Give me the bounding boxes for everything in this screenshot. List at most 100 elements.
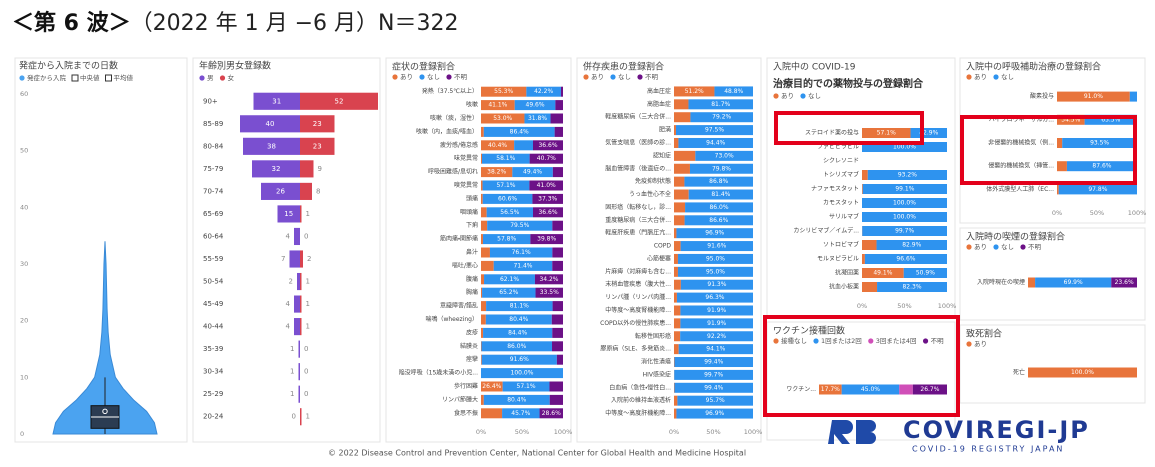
bar [253, 92, 300, 110]
bar-segment [483, 394, 550, 405]
bar-segment [1028, 277, 1036, 288]
value-label: 100.0% [1071, 369, 1094, 376]
bar-segment [877, 282, 947, 292]
value-label: 79.2% [712, 114, 731, 121]
bar-segment [486, 207, 533, 218]
category-label: COPD以外の慢性肺疾患... [600, 319, 671, 327]
legend-label: 1回または2回 [821, 337, 862, 345]
x-tick-label: 0% [669, 428, 679, 436]
bar-segment [676, 408, 753, 419]
bar-segment [674, 266, 678, 277]
bar-segment [481, 301, 487, 312]
logo-name: COVIREGI-JP [903, 416, 1090, 444]
value-label: 55.3% [494, 88, 513, 95]
value-label: 97.5% [705, 127, 724, 134]
value-label: 23.6% [1115, 279, 1134, 286]
value-label: 81.4% [711, 191, 730, 198]
legend-swatch [219, 75, 226, 81]
category-label: モルヌピラビル [817, 255, 859, 263]
y-tick-label: 50 [20, 147, 28, 155]
legend-label: なし [808, 92, 821, 100]
y-tick-label: 30 [20, 260, 28, 268]
bar-segment [550, 113, 563, 124]
bar-segment [862, 198, 947, 208]
value-label: 65.2% [499, 289, 518, 296]
bar-segment [482, 193, 533, 204]
bar [300, 250, 303, 268]
value-label: 96.9% [705, 410, 724, 417]
value-label: 99.1% [895, 186, 914, 193]
category-label: 喘鳴（wheezing） [425, 315, 478, 323]
legend-label: なし [1001, 243, 1014, 251]
bar-segment [678, 137, 753, 148]
bar-segment [688, 99, 753, 110]
legend-swatch [993, 244, 999, 250]
bar-segment [481, 247, 490, 258]
value-label: 45.0% [861, 386, 880, 393]
category-label: 皮疹 [466, 328, 478, 336]
value-label: 92.2% [707, 333, 726, 340]
bar-segment [674, 395, 678, 406]
legend-swatch [105, 74, 112, 82]
value-label: 40.7% [537, 155, 556, 162]
legend-label: 平均値 [114, 73, 134, 82]
value-label: 4 [286, 323, 291, 331]
bar-segment [483, 327, 553, 338]
legend-swatch [71, 74, 79, 82]
category-label: 75-79 [203, 165, 223, 173]
bar-segment [481, 220, 488, 231]
bar-segment [481, 368, 563, 379]
x-tick-label: 100% [1128, 209, 1147, 217]
legend-label: なし [1001, 73, 1014, 81]
category-label: 抗凝固薬 [835, 269, 859, 277]
bar-segment [514, 140, 533, 151]
value-label: 91.3% [707, 281, 726, 288]
bar-segment [482, 287, 536, 298]
value-label: 34.5% [1061, 116, 1080, 123]
category-label: 脳血管障害（後遺症の... [605, 164, 671, 172]
bar-segment [674, 150, 696, 161]
value-label: 33.5% [540, 289, 559, 296]
category-label: 咳嗽（痰，湿性） [430, 114, 478, 122]
value-label: 86.6% [709, 217, 728, 224]
bar-segment [481, 100, 515, 111]
legend-swatch [922, 338, 929, 344]
logo-tagline: COVID-19 REGISTRY JAPAN [912, 445, 1064, 454]
category-label: ステロイド薬の投与 [805, 129, 859, 137]
legend-label: なし [427, 73, 440, 81]
category-label: 35-39 [203, 345, 223, 353]
bar [300, 160, 314, 178]
bar-segment [485, 314, 552, 325]
x-tick-label: 50% [706, 428, 720, 436]
bar-segment [530, 234, 563, 245]
value-label: 100.0% [893, 200, 916, 207]
bar [289, 250, 300, 268]
bar-segment [862, 212, 947, 222]
bar [298, 340, 300, 358]
category-label: ハイフロウネーザルカ... [989, 115, 1054, 123]
value-label: 79.5% [510, 222, 529, 229]
bar-segment [552, 341, 563, 352]
bar-segment [674, 125, 676, 136]
bar-segment [552, 247, 563, 258]
value-label: 80.4% [509, 316, 528, 323]
period: （2022 年 1 月 −6 月）N＝322 [131, 11, 459, 36]
legend-label: 3回または4回 [876, 337, 917, 345]
category-label: 咽頭痛 [460, 208, 478, 216]
legend-swatch [813, 338, 819, 344]
bar [300, 408, 302, 426]
legend-swatch [966, 74, 972, 80]
value-label: 1 [290, 368, 294, 376]
bar-segment [680, 305, 753, 316]
bar-segment [532, 140, 563, 151]
bar-segment [864, 254, 947, 264]
bar-segment [685, 202, 753, 213]
value-label: 94.4% [706, 139, 725, 146]
legend-swatch [966, 244, 972, 250]
bar-segment [674, 215, 685, 226]
category-label: 高脂血症 [647, 100, 671, 108]
legend-label: あり [974, 243, 987, 251]
value-label: 0 [292, 413, 296, 421]
bar-segment [862, 128, 911, 138]
value-label: 69.9% [1064, 279, 1083, 286]
